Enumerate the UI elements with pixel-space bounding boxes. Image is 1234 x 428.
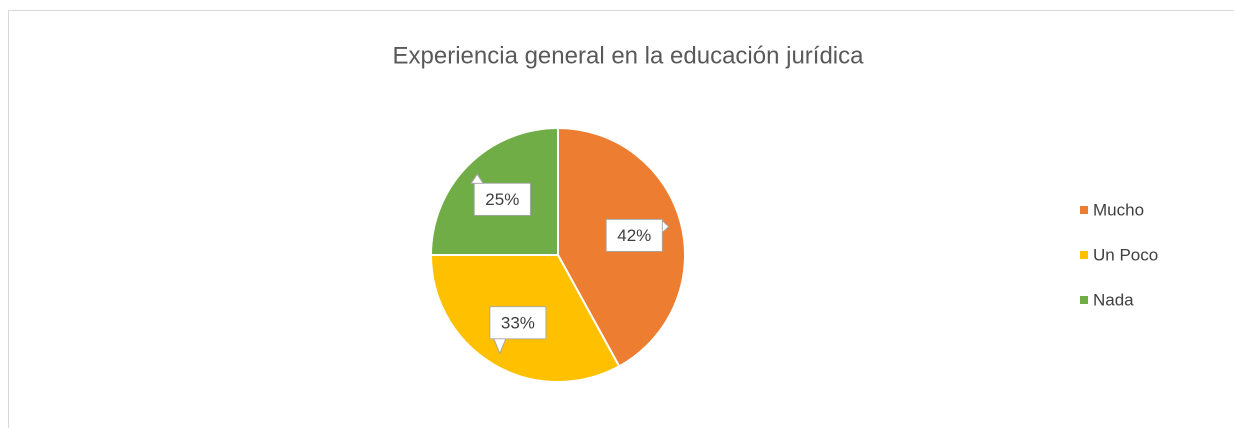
legend-swatch (1080, 296, 1088, 304)
legend-swatch (1080, 251, 1088, 259)
legend-label: Nada (1093, 290, 1134, 309)
data-label-cover (474, 183, 530, 215)
data-label-cover (606, 219, 662, 251)
legend-label: Mucho (1093, 200, 1144, 219)
data-label-tail (661, 219, 670, 234)
data-label: 33% (501, 313, 535, 332)
legend-label: Un Poco (1093, 245, 1158, 264)
chart-title: Experiencia general en la educación jurí… (393, 42, 865, 69)
data-label-cover (490, 307, 546, 339)
data-label: 25% (485, 190, 519, 209)
legend-swatch (1080, 206, 1088, 214)
data-label-tail (493, 338, 507, 355)
data-label: 42% (617, 226, 651, 245)
chart-border (8, 10, 1234, 428)
data-label-tail (470, 173, 485, 184)
